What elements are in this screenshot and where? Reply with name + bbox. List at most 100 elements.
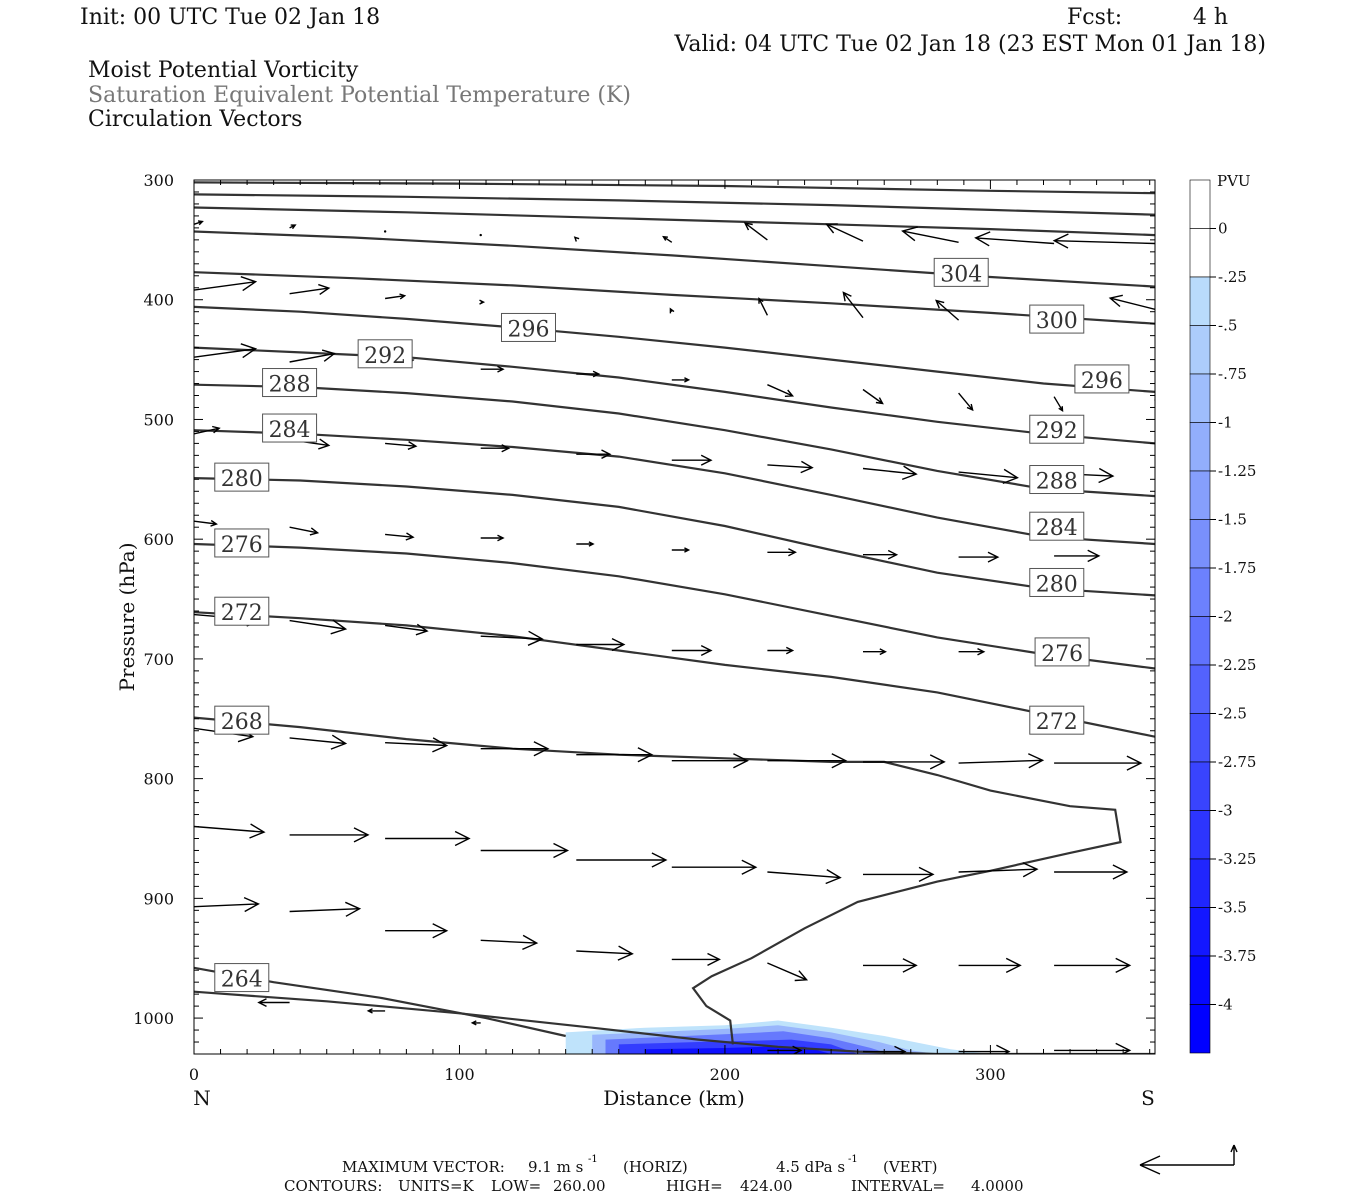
circulation-vector — [194, 898, 258, 912]
circulation-vector — [481, 742, 548, 756]
init-time: Init: 00 UTC Tue 02 Jan 18 — [80, 5, 380, 30]
reference-vertical-arrow — [1231, 1145, 1237, 1165]
max-vector-horiz: 9.1 m s — [528, 1158, 583, 1176]
field-title-vectors: Circulation Vectors — [88, 107, 302, 132]
circulation-vector — [385, 533, 413, 540]
colorbar-swatch — [1190, 374, 1210, 423]
circulation-vector — [863, 867, 933, 881]
circulation-vector — [1054, 397, 1062, 411]
circulation-vector — [863, 390, 883, 404]
y-tick-label: 600 — [143, 530, 174, 549]
circulation-vector — [959, 552, 998, 562]
colorbar-label: -2.75 — [1218, 753, 1256, 771]
cross-section-figure: Init: 00 UTC Tue 02 Jan 18 Fcst: 4 h Val… — [0, 0, 1350, 1200]
circulation-vector — [863, 649, 885, 655]
circulation-vector — [767, 963, 806, 981]
y-tick-label: 900 — [143, 889, 174, 908]
cross-section-svg: Init: 00 UTC Tue 02 Jan 18 Fcst: 4 h Val… — [0, 0, 1350, 1200]
horiz-unit: (HORIZ) — [623, 1158, 688, 1176]
colorbar-label: -.75 — [1218, 365, 1247, 383]
circulation-vector — [385, 832, 469, 846]
theta-es-contour-268 — [194, 718, 1121, 1045]
circulation-vector — [672, 455, 711, 465]
circulation-vector — [767, 870, 840, 884]
circulation-vector — [1110, 295, 1155, 309]
circulation-vector — [576, 946, 632, 960]
colorbar-label: -1.25 — [1218, 462, 1256, 480]
circulation-vector — [384, 230, 386, 232]
colorbar-swatch — [1190, 520, 1210, 569]
theta-es-contour-292 — [194, 348, 1155, 444]
colorbar-label: -3.5 — [1218, 899, 1247, 917]
contour-interval-label: INTERVAL= — [851, 1177, 945, 1195]
forecast-hour: 4 h — [1193, 5, 1228, 30]
contour-label-264: 264 — [221, 968, 263, 993]
colorbar-label: -3.75 — [1218, 947, 1256, 965]
circulation-vector — [903, 227, 959, 242]
colorbar-swatch — [1190, 277, 1210, 326]
colorbar-label: -.5 — [1218, 317, 1237, 335]
circulation-vector — [1054, 1043, 1130, 1057]
circulation-vector — [959, 754, 1043, 768]
circulation-vector — [576, 748, 652, 762]
circulation-vector — [745, 223, 767, 240]
circulation-vector — [290, 902, 360, 916]
endpoint-south-label: S — [1141, 1086, 1155, 1110]
circulation-vector — [959, 1045, 1009, 1058]
circulation-vector — [767, 647, 792, 653]
colorbar-label: -1.75 — [1218, 559, 1256, 577]
circulation-vector — [575, 237, 579, 241]
circulation-vector — [576, 853, 666, 867]
circulation-vector — [290, 828, 368, 842]
circulation-vector — [672, 646, 711, 656]
colorbar-label: -.25 — [1218, 268, 1247, 286]
colorbar-swatch — [1190, 326, 1210, 375]
colorbar-label: -1 — [1218, 414, 1233, 432]
x-axis-title: Distance (km) — [603, 1086, 745, 1110]
endpoint-north-label: N — [193, 1086, 211, 1110]
theta-es-contours — [194, 182, 1155, 1054]
circulation-vector — [472, 1021, 480, 1025]
colorbar-swatch — [1190, 1005, 1210, 1054]
circulation-vector — [959, 958, 1021, 972]
contour-label-284: 284 — [269, 418, 311, 443]
colorbar-label: 0 — [1218, 220, 1228, 238]
theta-es-contour-308 — [194, 208, 1155, 236]
theta-es-contour-284 — [194, 430, 1155, 544]
x-tick-label: 0 — [189, 1065, 199, 1084]
circulation-vector — [481, 844, 568, 858]
colorbar-label: -3 — [1218, 802, 1233, 820]
x-tick-label: 100 — [444, 1065, 475, 1084]
contour-label-296: 296 — [1081, 369, 1123, 394]
colorbar-swatch — [1190, 714, 1210, 763]
circulation-vector — [480, 234, 482, 236]
contour-high-label: HIGH= — [666, 1177, 723, 1195]
contour-label-296: 296 — [507, 317, 549, 342]
colorbar-swatch — [1190, 180, 1210, 229]
circulation-vector — [481, 535, 503, 541]
contour-label-280: 280 — [1036, 572, 1078, 597]
circulation-vector — [767, 754, 845, 768]
circulation-vector — [481, 366, 503, 372]
theta-es-contour-296 — [194, 307, 1155, 392]
max-vector-label: MAXIMUM VECTOR: — [342, 1158, 505, 1176]
contour-label-272: 272 — [221, 601, 263, 626]
circulation-vector — [576, 450, 610, 458]
colorbar-swatch — [1190, 956, 1210, 1005]
circulation-vector — [194, 221, 202, 225]
contour-low-label: LOW= — [491, 1177, 541, 1195]
circulation-vector — [290, 527, 318, 535]
colorbar-swatch — [1190, 762, 1210, 811]
contour-label-268: 268 — [221, 710, 263, 735]
circulation-vector — [767, 385, 792, 397]
contour-interval: 4.0000 — [971, 1177, 1024, 1195]
circulation-vector — [194, 344, 256, 358]
circulation-vector — [290, 735, 346, 749]
colorbar-swatch — [1190, 617, 1210, 666]
forecast-label: Fcst: — [1067, 5, 1122, 30]
circulation-vector — [959, 393, 973, 410]
circulation-vector — [663, 237, 671, 243]
y-tick-label: 800 — [143, 770, 174, 789]
circulation-vector — [368, 1009, 385, 1013]
theta-es-contour-316 — [194, 182, 1155, 193]
